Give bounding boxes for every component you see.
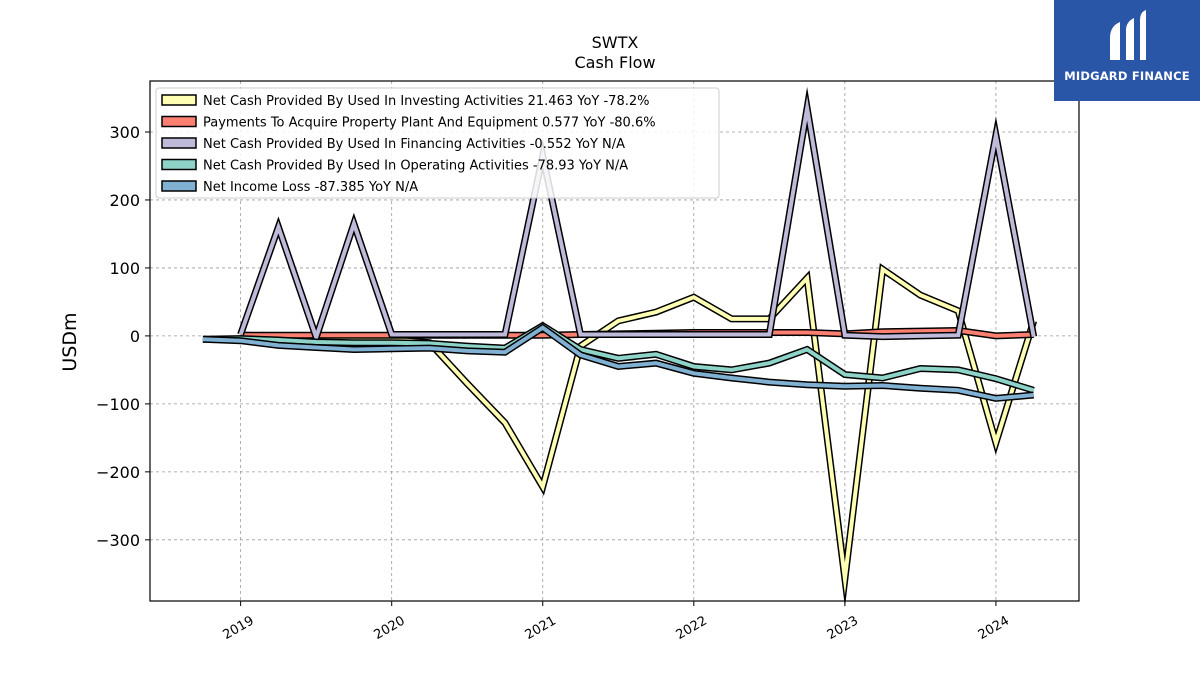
brand-name: MIDGARD FINANCE bbox=[1064, 69, 1190, 83]
series-lines bbox=[202, 86, 1038, 608]
x-tick-label: 2020 bbox=[372, 613, 408, 643]
series-line-0 bbox=[240, 265, 1036, 595]
x-tick-label: 2019 bbox=[220, 613, 256, 643]
legend-label-3: Net Cash Provided By Used In Operating A… bbox=[203, 159, 628, 174]
y-axis-label: USDm bbox=[59, 312, 81, 371]
chart-subtitle: Cash Flow bbox=[574, 53, 655, 72]
legend-swatch-2 bbox=[161, 137, 197, 149]
x-tick-label: 2021 bbox=[523, 613, 559, 643]
plot-frame bbox=[149, 80, 1080, 602]
brand-logo: MIDGARD FINANCE bbox=[1054, 0, 1200, 101]
legend-box bbox=[155, 87, 720, 199]
y-tick-label: −200 bbox=[96, 463, 140, 482]
x-tick-label: 2024 bbox=[976, 613, 1012, 643]
y-tick-label: 100 bbox=[109, 259, 140, 278]
x-axis-ticks: 2019 2020 2021 2022 2023 2024 bbox=[220, 601, 1012, 643]
legend: Net Cash Provided By Used In Investing A… bbox=[155, 87, 720, 199]
series-line-3 bbox=[202, 323, 1035, 393]
series-line-2 bbox=[238, 96, 1036, 344]
x-tick-label: 2022 bbox=[674, 613, 710, 643]
y-axis-ticks: −300 −200 −100 0 100 200 300 bbox=[96, 123, 150, 550]
legend-swatch-0 bbox=[161, 94, 197, 106]
chart-title: SWTX bbox=[592, 33, 639, 52]
x-tick-label: 2023 bbox=[825, 613, 861, 643]
series-line-4 bbox=[202, 325, 1034, 401]
legend-label-4: Net Income Loss -87.385 YoY N/A bbox=[203, 180, 418, 195]
legend-label-2: Net Cash Provided By Used In Financing A… bbox=[203, 137, 625, 152]
y-tick-label: 300 bbox=[109, 123, 140, 142]
legend-swatch-4 bbox=[161, 180, 197, 192]
y-tick-label: 0 bbox=[130, 327, 140, 346]
legend-swatch-1 bbox=[161, 115, 197, 128]
legend-swatch-3 bbox=[161, 158, 197, 171]
y-tick-label: 200 bbox=[109, 191, 140, 210]
legend-label-1: Payments To Acquire Property Plant And E… bbox=[203, 116, 656, 131]
legend-label-0: Net Cash Provided By Used In Investing A… bbox=[203, 94, 649, 109]
y-tick-label: −100 bbox=[96, 395, 140, 414]
midgard-logo-icon bbox=[1110, 10, 1146, 60]
y-tick-label: −300 bbox=[96, 531, 140, 550]
